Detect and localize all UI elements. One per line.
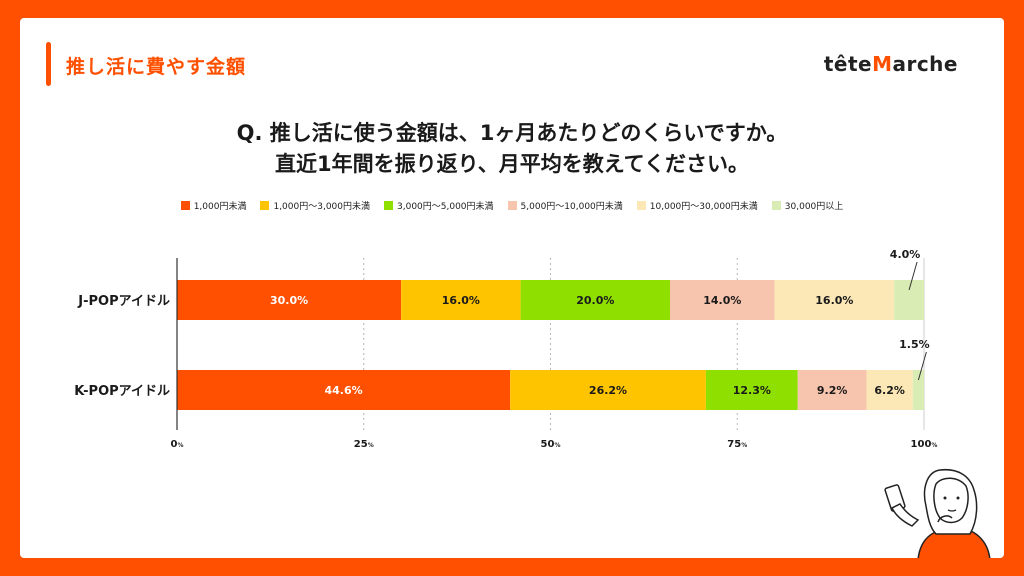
bar-segment	[797, 370, 867, 410]
legend-swatch	[771, 201, 781, 210]
question-line-2: 直近1年間を振り返り、月平均を教えてください。	[274, 152, 750, 176]
woman-with-phone-illustration	[884, 468, 991, 558]
data-label: 30.0%	[270, 294, 308, 307]
x-tick-unit: %	[554, 442, 560, 449]
bar-segment	[670, 280, 775, 320]
bar-segment	[705, 370, 798, 410]
x-tick-label: 100%	[911, 439, 938, 450]
x-tick-label: 0%	[171, 439, 184, 450]
data-label: 20.0%	[576, 294, 614, 307]
legend-label: 1,000円未満	[193, 202, 247, 212]
category-label: J-POPアイドル	[77, 294, 170, 309]
chart-legend: 1,000円未満 1,000円〜3,000円未満 3,000円〜5,000円未満 5,…	[20, 199, 1004, 212]
legend-swatch	[180, 201, 190, 210]
bar-segment	[510, 370, 706, 410]
data-label: 1.5%	[899, 338, 930, 351]
legend-item-5: 30,000円以上	[771, 199, 844, 212]
bar-segment	[520, 280, 671, 320]
legend-item-2: 3,000円〜5,000円未満	[384, 199, 494, 212]
title-accent-bar	[46, 42, 51, 86]
legend-swatch	[507, 201, 517, 210]
callout-leader-line	[908, 261, 918, 291]
x-tick-label: 75%	[727, 439, 747, 450]
legend-swatch	[260, 201, 270, 210]
x-tick-unit: %	[177, 442, 183, 449]
legend-label: 10,000円〜30,000円未満	[649, 202, 758, 212]
data-label: 9.2%	[817, 384, 848, 397]
logo-crown-m: M	[872, 52, 893, 76]
legend-item-4: 10,000円〜30,000円未満	[636, 199, 758, 212]
legend-label: 3,000円〜5,000円未満	[397, 202, 494, 212]
question-text: Q. 推し活に使う金額は、1ヶ月あたりどのくらいですか。 直近1年間を振り返り、…	[20, 118, 1004, 180]
legend-item-0: 1,000円未満	[180, 199, 247, 212]
legend-label: 1,000円〜3,000円未満	[273, 202, 370, 212]
x-tick-unit: %	[931, 442, 937, 449]
legend-swatch	[384, 201, 393, 210]
brand-logo: têteMarche	[824, 52, 958, 76]
bar-segment	[177, 280, 402, 320]
data-label: 44.6%	[324, 384, 362, 397]
data-label: 16.0%	[815, 294, 853, 307]
logo-text-left: tête	[823, 52, 873, 76]
data-label: 26.2%	[589, 384, 627, 397]
logo-text-right: arche	[892, 52, 958, 76]
callout-leader-line	[917, 351, 927, 381]
data-label: 4.0%	[890, 248, 921, 261]
bar-segment	[894, 280, 924, 320]
x-tick-unit: %	[741, 442, 747, 449]
x-tick-unit: %	[368, 442, 374, 449]
legend-swatch	[636, 201, 646, 210]
data-label: 14.0%	[703, 294, 741, 307]
legend-item-3: 5,000円〜10,000円未満	[507, 199, 623, 212]
data-label: 6.2%	[874, 384, 905, 397]
bar-segment	[401, 280, 521, 320]
x-tick-label: 50%	[541, 439, 561, 450]
x-tick-label: 25%	[354, 439, 374, 450]
data-label: 16.0%	[442, 294, 480, 307]
bar-segment	[912, 370, 924, 410]
legend-item-1: 1,000円〜3,000円未満	[260, 199, 370, 212]
category-label: K-POPアイドル	[74, 384, 170, 399]
legend-label: 30,000円以上	[784, 202, 844, 212]
section-title: 推し活に費やす金額	[66, 56, 247, 78]
bar-segment	[177, 370, 511, 410]
bar-segment	[866, 370, 913, 410]
legend-label: 5,000円〜10,000円未満	[520, 202, 623, 212]
question-line-1: Q. 推し活に使う金額は、1ヶ月あたりどのくらいですか。	[236, 121, 788, 145]
bar-segment	[774, 280, 895, 320]
data-label: 12.3%	[733, 384, 771, 397]
